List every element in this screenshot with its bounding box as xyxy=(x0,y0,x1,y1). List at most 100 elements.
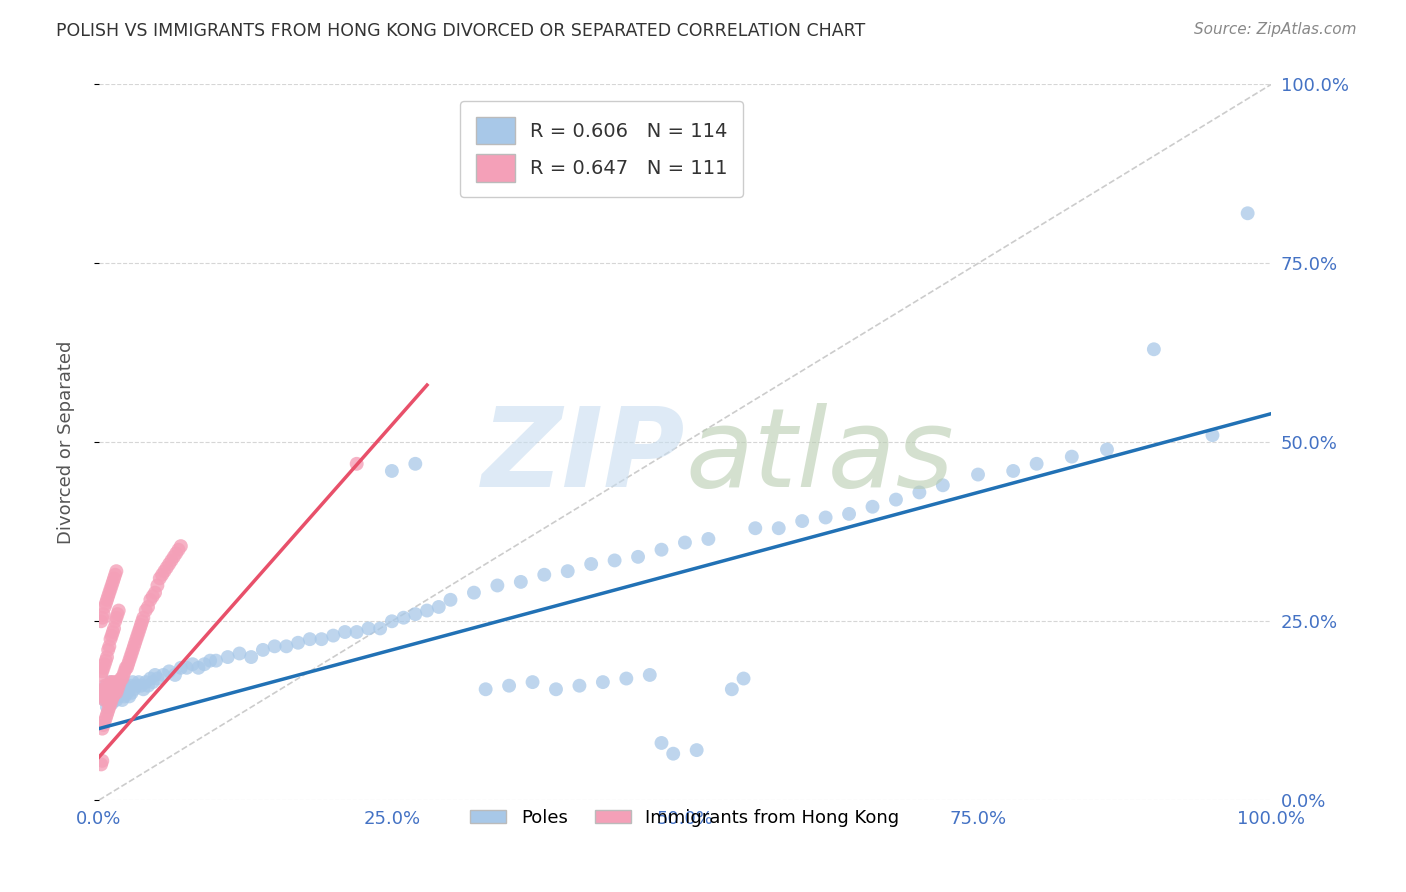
Point xyxy=(100,693,122,707)
Legend: Poles, Immigrants from Hong Kong: Poles, Immigrants from Hong Kong xyxy=(463,802,907,834)
Point xyxy=(143,585,166,599)
Point xyxy=(97,589,120,603)
Point xyxy=(103,679,125,693)
Point xyxy=(276,640,298,654)
Point xyxy=(96,693,118,707)
Point xyxy=(1025,457,1047,471)
Point xyxy=(91,754,114,768)
Point xyxy=(101,686,124,700)
Point xyxy=(104,682,127,697)
Point xyxy=(509,574,531,589)
Point xyxy=(228,647,250,661)
Point xyxy=(163,668,186,682)
Point xyxy=(110,672,132,686)
Point xyxy=(93,714,115,729)
Point xyxy=(381,614,404,628)
Point xyxy=(97,682,120,697)
Point xyxy=(93,679,115,693)
Point xyxy=(121,675,143,690)
Point xyxy=(568,679,591,693)
Point xyxy=(167,542,190,557)
Point xyxy=(346,625,368,640)
Point xyxy=(333,625,356,640)
Point xyxy=(187,661,209,675)
Point xyxy=(205,654,228,668)
Point xyxy=(90,614,112,628)
Point xyxy=(100,690,122,704)
Point xyxy=(100,629,122,643)
Point xyxy=(93,682,115,697)
Point xyxy=(614,672,637,686)
Point xyxy=(156,560,179,574)
Point xyxy=(474,682,496,697)
Point xyxy=(627,549,650,564)
Point xyxy=(322,629,344,643)
Point xyxy=(149,571,172,585)
Point xyxy=(298,632,321,647)
Point xyxy=(198,654,221,668)
Point xyxy=(128,625,150,640)
Point xyxy=(132,682,155,697)
Point xyxy=(533,567,555,582)
Point xyxy=(498,679,520,693)
Point xyxy=(152,668,174,682)
Point xyxy=(90,686,112,700)
Point xyxy=(129,618,152,632)
Text: ZIP: ZIP xyxy=(481,403,685,510)
Point xyxy=(838,507,860,521)
Point xyxy=(91,722,114,736)
Point xyxy=(93,661,115,675)
Point xyxy=(131,614,153,628)
Point xyxy=(122,640,145,654)
Point xyxy=(96,592,118,607)
Point xyxy=(115,661,138,675)
Point xyxy=(884,492,907,507)
Point xyxy=(107,675,129,690)
Point xyxy=(93,693,115,707)
Point xyxy=(101,625,124,640)
Point xyxy=(114,665,136,679)
Point xyxy=(128,622,150,636)
Point xyxy=(146,578,169,592)
Point xyxy=(101,690,124,704)
Point xyxy=(104,614,127,628)
Point xyxy=(107,686,129,700)
Point xyxy=(368,622,391,636)
Point xyxy=(108,675,131,690)
Point xyxy=(662,747,685,761)
Point xyxy=(579,557,602,571)
Point xyxy=(100,675,122,690)
Point xyxy=(94,654,117,668)
Point xyxy=(107,679,129,693)
Point xyxy=(105,679,128,693)
Point xyxy=(100,697,122,711)
Point xyxy=(104,682,127,697)
Point xyxy=(287,636,309,650)
Point xyxy=(104,675,127,690)
Point xyxy=(121,643,143,657)
Point xyxy=(143,668,166,682)
Point xyxy=(908,485,931,500)
Point xyxy=(100,686,122,700)
Point xyxy=(111,686,134,700)
Point xyxy=(163,549,186,564)
Point xyxy=(544,682,567,697)
Point xyxy=(97,704,120,718)
Point xyxy=(98,682,121,697)
Point xyxy=(862,500,884,514)
Point xyxy=(112,668,135,682)
Point xyxy=(157,557,180,571)
Point xyxy=(1201,428,1223,442)
Point xyxy=(96,679,118,693)
Point xyxy=(685,743,707,757)
Point xyxy=(120,679,142,693)
Point xyxy=(91,610,114,624)
Point xyxy=(638,668,661,682)
Text: POLISH VS IMMIGRANTS FROM HONG KONG DIVORCED OR SEPARATED CORRELATION CHART: POLISH VS IMMIGRANTS FROM HONG KONG DIVO… xyxy=(56,22,866,40)
Point xyxy=(104,567,127,582)
Point xyxy=(107,690,129,704)
Point xyxy=(103,571,125,585)
Point xyxy=(111,693,134,707)
Point xyxy=(100,693,122,707)
Point xyxy=(125,632,148,647)
